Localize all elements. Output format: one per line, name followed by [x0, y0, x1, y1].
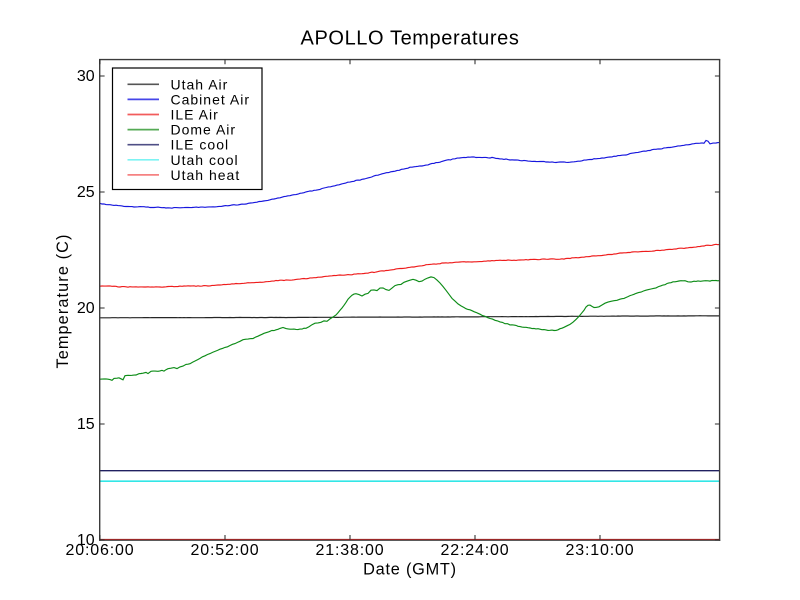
svg-text:Temperature (C): Temperature (C) — [54, 233, 72, 368]
svg-text:Utah heat: Utah heat — [171, 167, 241, 183]
svg-text:30: 30 — [77, 68, 95, 85]
svg-text:21:38:00: 21:38:00 — [315, 542, 384, 559]
svg-text:Date (GMT): Date (GMT) — [363, 560, 457, 578]
svg-text:20:52:00: 20:52:00 — [190, 542, 259, 559]
svg-text:15: 15 — [77, 416, 95, 433]
svg-text:20: 20 — [77, 300, 95, 317]
svg-text:ILE Air: ILE Air — [171, 107, 219, 123]
svg-text:23:10:00: 23:10:00 — [565, 542, 634, 559]
svg-text:10: 10 — [77, 532, 95, 549]
svg-text:22:24:00: 22:24:00 — [440, 542, 509, 559]
svg-text:APOLLO Temperatures: APOLLO Temperatures — [301, 28, 520, 50]
svg-text:Utah Air: Utah Air — [171, 76, 229, 92]
svg-text:Cabinet Air: Cabinet Air — [171, 91, 250, 107]
svg-text:ILE cool: ILE cool — [171, 137, 230, 153]
svg-text:Dome Air: Dome Air — [171, 122, 237, 138]
svg-text:Utah cool: Utah cool — [171, 152, 239, 168]
svg-text:20:06:00: 20:06:00 — [65, 542, 134, 559]
svg-text:25: 25 — [77, 184, 95, 201]
